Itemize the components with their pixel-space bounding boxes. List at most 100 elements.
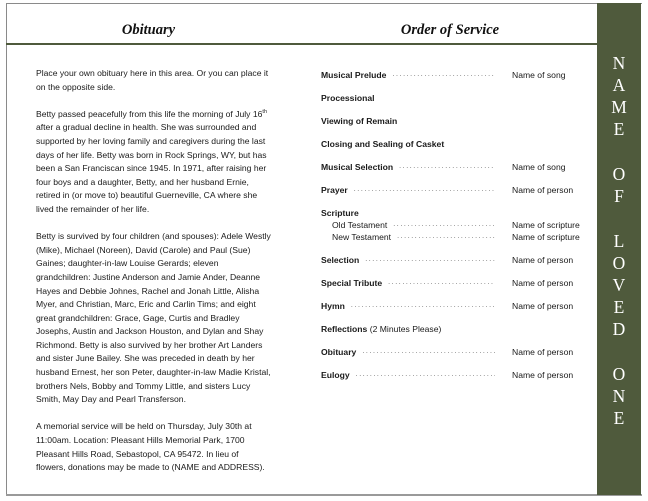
service-item-label: Obituary bbox=[321, 347, 357, 357]
obituary-line: supported by her loving family and careg… bbox=[36, 135, 266, 146]
header-divider bbox=[6, 43, 597, 45]
obituary-paragraph: A memorial service will be held on Thurs… bbox=[36, 420, 286, 474]
obituary-line: Richmond. Betty is also survived by her … bbox=[36, 339, 263, 350]
dot-leader: ........................................… bbox=[393, 221, 495, 228]
name-letter: M bbox=[611, 97, 627, 117]
service-item: Eulogy..................................… bbox=[321, 369, 591, 381]
obituary-paragraph: Betty is survived by four children (and … bbox=[36, 230, 286, 407]
service-item: Obituary................................… bbox=[321, 346, 591, 358]
service-item-label: Prayer bbox=[321, 185, 348, 195]
service-item-label: Viewing of Remain bbox=[321, 116, 398, 126]
obituary-line: four boys and a daughter, Betty, and her… bbox=[36, 176, 249, 187]
dot-leader: ........................................… bbox=[399, 163, 495, 170]
service-item-label: Selection bbox=[321, 255, 360, 265]
service-item: New Testament...........................… bbox=[332, 231, 602, 243]
name-letter: F bbox=[614, 186, 624, 206]
service-item: Musical Selection.......................… bbox=[321, 161, 591, 173]
service-item-value: Name of person bbox=[512, 301, 574, 311]
obituary-line: lived the remainder of her life. bbox=[36, 203, 150, 214]
obituary-line: grandchildren: Justine Anderson and Jami… bbox=[36, 271, 261, 282]
service-item-label: Hymn bbox=[321, 301, 345, 311]
obituary-line: (Mike), Michael (Noreen), David (Carole)… bbox=[36, 244, 251, 255]
dot-leader: ........................................… bbox=[355, 371, 495, 378]
service-item-value: Name of song bbox=[512, 70, 566, 80]
service-item-label: Special Tribute bbox=[321, 278, 383, 288]
dot-leader: ........................................… bbox=[397, 233, 495, 240]
service-item-value: Name of person bbox=[512, 278, 574, 288]
obituary-line: retired in (or move to) beautiful Guerne… bbox=[36, 190, 258, 201]
service-item-value: Name of person bbox=[512, 255, 574, 265]
service-item: Selection...............................… bbox=[321, 254, 591, 266]
service-item-label: Processional bbox=[321, 93, 375, 103]
obituary-line: Gaines; daughter-in-law Louise Gerards; … bbox=[36, 258, 219, 269]
service-item: Special Tribute.........................… bbox=[321, 277, 591, 289]
dot-leader: ........................................… bbox=[353, 186, 495, 193]
name-letter: N bbox=[612, 53, 626, 73]
name-letter: E bbox=[613, 408, 625, 428]
service-item-label: New Testament bbox=[332, 232, 392, 242]
dot-leader: ........................................… bbox=[392, 71, 495, 78]
service-item-label: Musical Selection bbox=[321, 162, 394, 172]
obituary-line: Pleasant Hills Road, Sebastopol, CA 9547… bbox=[36, 448, 239, 459]
obituary-line: Place your own obituary here in this are… bbox=[36, 68, 269, 78]
page-shadow bbox=[6, 494, 642, 496]
name-letter: N bbox=[612, 386, 626, 406]
name-letter: L bbox=[613, 231, 625, 251]
service-item: Reflections (2 Minutes Please) bbox=[321, 323, 591, 335]
service-item-value: Name of scripture bbox=[512, 220, 580, 230]
obituary-line: been a San Franciscan since 1945. In 197… bbox=[36, 163, 267, 174]
service-item-value: Name of person bbox=[512, 370, 574, 380]
obituary-line: Josephs, Austin and Jackson Houston, and… bbox=[36, 326, 264, 337]
service-item-label: Scripture bbox=[321, 208, 359, 218]
service-item-value: Name of song bbox=[512, 162, 566, 172]
service-item: Old Testament...........................… bbox=[332, 219, 602, 231]
dot-leader: ........................................… bbox=[365, 256, 495, 263]
service-item-note: (2 Minutes Please) bbox=[367, 324, 442, 334]
service-item-label: Eulogy bbox=[321, 370, 350, 380]
obituary-line: Betty is survived by four children (and … bbox=[36, 231, 271, 242]
service-item: Hymn....................................… bbox=[321, 300, 591, 312]
service-item: Viewing of Remain bbox=[321, 115, 591, 127]
name-letter: A bbox=[612, 75, 626, 95]
name-letter: O bbox=[612, 164, 626, 184]
obituary-paragraph: Place your own obituary here in this are… bbox=[36, 67, 286, 94]
obituary-line: on the opposite side. bbox=[36, 81, 116, 92]
obituary-line: A memorial service will be held on Thurs… bbox=[36, 421, 252, 432]
obituary-line: days of her life. Betty was born in Rock… bbox=[36, 149, 267, 160]
name-letter: O bbox=[612, 364, 626, 384]
service-item: Musical Prelude.........................… bbox=[321, 69, 591, 81]
name-letter: E bbox=[613, 297, 625, 317]
service-item: Closing and Sealing of Casket bbox=[321, 138, 591, 150]
service-item-label: Closing and Sealing of Casket bbox=[321, 139, 445, 149]
service-item-label: Old Testament bbox=[332, 220, 388, 230]
obituary-line: Hayes and Debbie Johnes, Rachel and Jona… bbox=[36, 285, 260, 296]
obituary-line: Myer, and Christian, Marc, Eric and Carl… bbox=[36, 299, 256, 310]
service-item-value: Name of scripture bbox=[512, 232, 580, 242]
service-item: Prayer..................................… bbox=[321, 184, 591, 196]
service-item-label: Reflections bbox=[321, 324, 368, 334]
obituary-line: Betty passed peacefully from this life t… bbox=[36, 108, 268, 119]
dot-leader: ........................................… bbox=[388, 279, 495, 286]
service-item-value: Name of person bbox=[512, 185, 574, 195]
name-letter: V bbox=[612, 275, 626, 295]
obituary-line: 11:00am. Location: Pleasant Hills Memori… bbox=[36, 435, 245, 446]
obituary-line: after a gradual decline in health. She w… bbox=[36, 122, 257, 133]
program-page bbox=[6, 3, 642, 495]
obituary-line: husband Ernest, her son Peter, daughter-… bbox=[36, 367, 271, 378]
name-letter: D bbox=[612, 319, 626, 339]
service-item: Scripture bbox=[321, 207, 591, 219]
name-letter: E bbox=[613, 119, 625, 139]
name-letter: O bbox=[612, 253, 626, 273]
obituary-title: Obituary bbox=[121, 22, 176, 38]
obituary-line: Smith, May Day and Pearl Transferson. bbox=[36, 394, 186, 405]
service-item-value: Name of person bbox=[512, 347, 574, 357]
obituary-line: brothers Nels, Bobby and Tommy Little, a… bbox=[36, 380, 251, 391]
obituary-line: and sister June Bailey. She was preceded… bbox=[36, 353, 255, 364]
obituary-line: flowers, donations may be made to (NAME … bbox=[36, 462, 265, 473]
dot-leader: ........................................… bbox=[362, 348, 495, 355]
obituary-text: Place your own obituary here in this are… bbox=[36, 67, 286, 488]
ordinal-superscript: th bbox=[262, 108, 268, 115]
order-of-service-title: Order of Service bbox=[400, 22, 500, 38]
obituary-line: great grandchildren: Grace, Gage, Curtis… bbox=[36, 312, 240, 323]
dot-leader: ........................................… bbox=[350, 302, 495, 309]
